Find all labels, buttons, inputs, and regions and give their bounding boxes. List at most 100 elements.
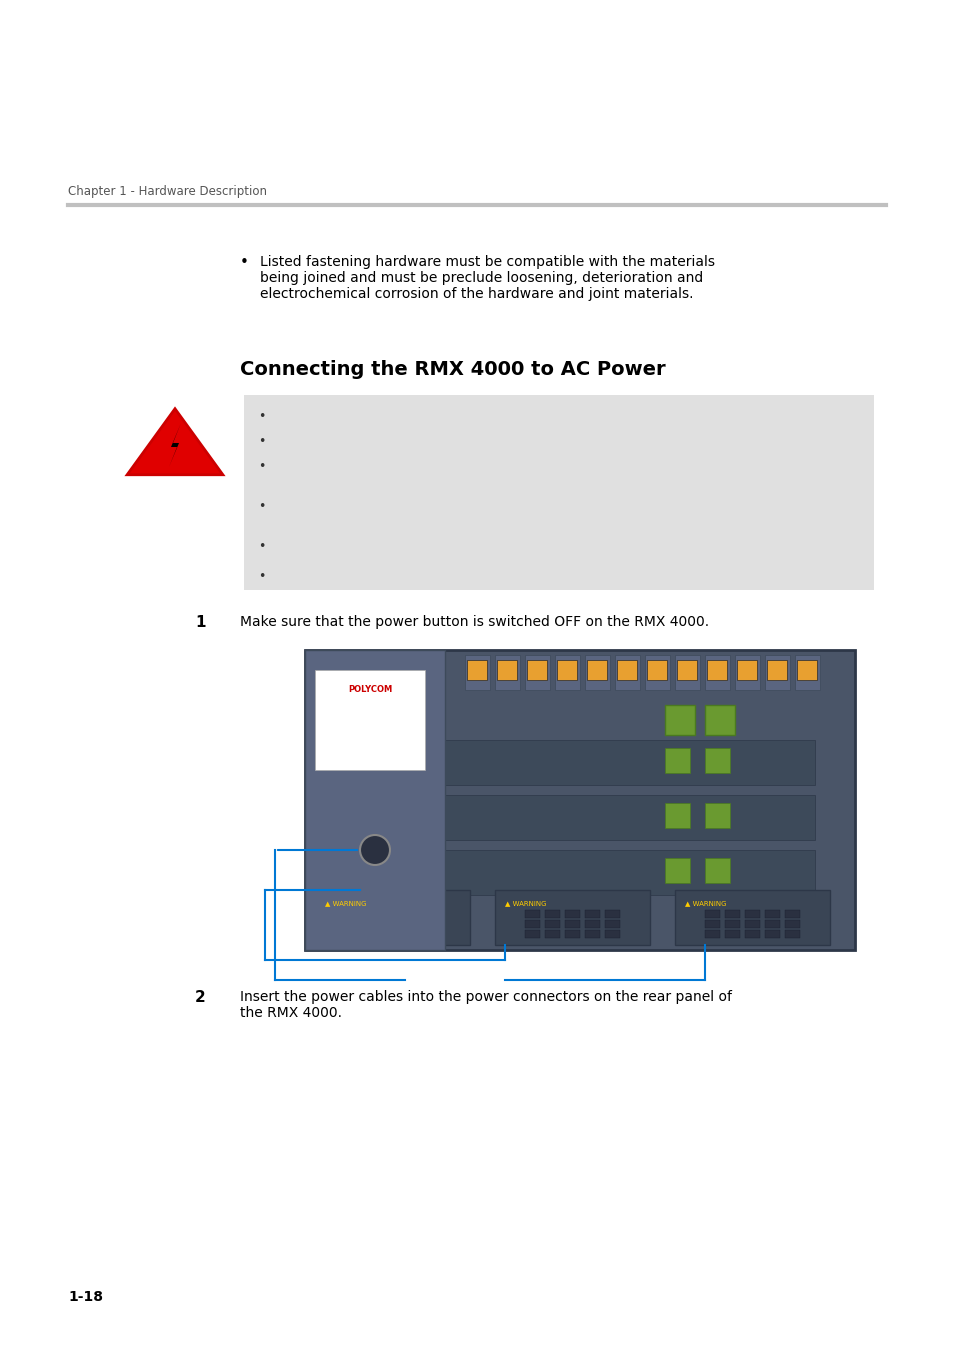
Text: Insert the power cables into the power connectors on the rear panel of
the RMX 4: Insert the power cables into the power c… (240, 990, 731, 1021)
Text: 2: 2 (194, 990, 206, 1004)
FancyBboxPatch shape (604, 919, 619, 927)
FancyBboxPatch shape (524, 655, 550, 690)
FancyBboxPatch shape (497, 660, 517, 680)
FancyBboxPatch shape (495, 655, 519, 690)
FancyBboxPatch shape (584, 655, 609, 690)
Text: POLYCOM: POLYCOM (348, 684, 392, 694)
FancyBboxPatch shape (617, 660, 637, 680)
FancyBboxPatch shape (706, 660, 726, 680)
FancyBboxPatch shape (305, 649, 854, 950)
FancyBboxPatch shape (526, 660, 546, 680)
FancyBboxPatch shape (744, 930, 760, 938)
FancyBboxPatch shape (424, 910, 439, 918)
FancyBboxPatch shape (365, 910, 379, 918)
FancyBboxPatch shape (784, 930, 800, 938)
FancyBboxPatch shape (744, 919, 760, 927)
FancyBboxPatch shape (345, 919, 359, 927)
FancyBboxPatch shape (724, 910, 740, 918)
FancyBboxPatch shape (664, 859, 689, 883)
FancyBboxPatch shape (704, 930, 720, 938)
Text: Make sure that the power button is switched OFF on the RMX 4000.: Make sure that the power button is switc… (240, 616, 708, 629)
FancyBboxPatch shape (764, 655, 789, 690)
Polygon shape (169, 423, 181, 467)
FancyBboxPatch shape (664, 803, 689, 828)
FancyBboxPatch shape (544, 930, 559, 938)
FancyBboxPatch shape (464, 655, 490, 690)
FancyBboxPatch shape (646, 660, 666, 680)
Polygon shape (127, 409, 223, 475)
FancyBboxPatch shape (345, 910, 359, 918)
FancyBboxPatch shape (564, 919, 579, 927)
FancyBboxPatch shape (365, 919, 379, 927)
FancyBboxPatch shape (424, 919, 439, 927)
FancyBboxPatch shape (724, 919, 740, 927)
FancyBboxPatch shape (644, 655, 669, 690)
FancyBboxPatch shape (586, 660, 606, 680)
FancyBboxPatch shape (467, 660, 486, 680)
FancyBboxPatch shape (405, 930, 419, 938)
Text: •: • (257, 410, 265, 423)
FancyBboxPatch shape (764, 930, 780, 938)
FancyBboxPatch shape (704, 705, 734, 734)
FancyBboxPatch shape (557, 660, 577, 680)
Circle shape (359, 836, 390, 865)
FancyBboxPatch shape (524, 919, 539, 927)
Text: ▲ WARNING: ▲ WARNING (504, 900, 546, 906)
FancyBboxPatch shape (764, 919, 780, 927)
FancyBboxPatch shape (794, 655, 820, 690)
FancyBboxPatch shape (444, 740, 814, 784)
Text: ▲ WARNING: ▲ WARNING (684, 900, 726, 906)
FancyBboxPatch shape (675, 890, 829, 945)
FancyBboxPatch shape (704, 910, 720, 918)
FancyBboxPatch shape (444, 795, 814, 840)
Text: 1: 1 (194, 616, 205, 630)
FancyBboxPatch shape (555, 655, 579, 690)
Text: •: • (257, 500, 265, 513)
FancyBboxPatch shape (584, 930, 599, 938)
FancyBboxPatch shape (524, 930, 539, 938)
Text: 1-18: 1-18 (68, 1291, 103, 1304)
Text: •: • (257, 540, 265, 553)
FancyBboxPatch shape (564, 930, 579, 938)
FancyBboxPatch shape (305, 649, 444, 950)
FancyBboxPatch shape (405, 910, 419, 918)
FancyBboxPatch shape (385, 910, 399, 918)
FancyBboxPatch shape (424, 930, 439, 938)
Text: Listed fastening hardware must be compatible with the materials
being joined and: Listed fastening hardware must be compat… (260, 255, 714, 301)
FancyBboxPatch shape (385, 919, 399, 927)
FancyBboxPatch shape (796, 660, 816, 680)
FancyBboxPatch shape (664, 705, 695, 734)
FancyBboxPatch shape (766, 660, 786, 680)
FancyBboxPatch shape (664, 748, 689, 774)
FancyBboxPatch shape (604, 930, 619, 938)
FancyBboxPatch shape (704, 803, 729, 828)
Text: •: • (257, 570, 265, 583)
FancyBboxPatch shape (314, 670, 424, 770)
FancyBboxPatch shape (744, 910, 760, 918)
FancyBboxPatch shape (495, 890, 649, 945)
FancyBboxPatch shape (677, 660, 697, 680)
FancyBboxPatch shape (615, 655, 639, 690)
FancyBboxPatch shape (784, 919, 800, 927)
FancyBboxPatch shape (704, 859, 729, 883)
FancyBboxPatch shape (524, 910, 539, 918)
FancyBboxPatch shape (345, 930, 359, 938)
FancyBboxPatch shape (604, 910, 619, 918)
FancyBboxPatch shape (584, 910, 599, 918)
FancyBboxPatch shape (365, 930, 379, 938)
FancyBboxPatch shape (544, 910, 559, 918)
FancyBboxPatch shape (564, 910, 579, 918)
FancyBboxPatch shape (734, 655, 760, 690)
FancyBboxPatch shape (405, 919, 419, 927)
FancyBboxPatch shape (737, 660, 757, 680)
FancyBboxPatch shape (675, 655, 700, 690)
Text: •: • (240, 255, 249, 270)
Text: •: • (257, 435, 265, 448)
FancyBboxPatch shape (244, 396, 873, 590)
FancyBboxPatch shape (764, 910, 780, 918)
FancyBboxPatch shape (314, 890, 470, 945)
FancyBboxPatch shape (544, 919, 559, 927)
FancyBboxPatch shape (704, 919, 720, 927)
FancyBboxPatch shape (584, 919, 599, 927)
Text: Chapter 1 - Hardware Description: Chapter 1 - Hardware Description (68, 185, 267, 198)
